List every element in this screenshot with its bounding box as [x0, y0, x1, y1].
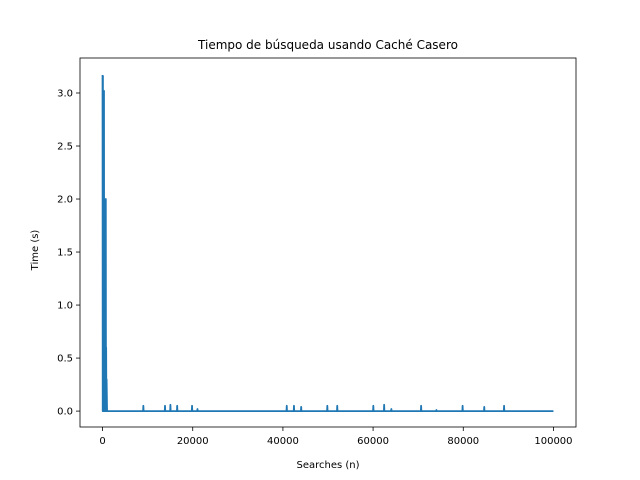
x-axis-label: Searches (n): [296, 460, 359, 471]
x-tick-label: 60000: [357, 436, 389, 447]
y-tick-label: 1.5: [57, 248, 73, 259]
y-tick-label: 1.0: [57, 301, 73, 312]
plot-area: 0 20000 40000 60000 80000 100000 0.0 0.5 1.0 1.5 2…: [57, 57, 577, 447]
chart-title: Tiempo de búsqueda usando Caché Casero: [197, 38, 458, 52]
y-tick-label: 0.5: [57, 354, 73, 365]
x-tick-label: 40000: [267, 436, 299, 447]
y-tick-label: 2.5: [57, 142, 73, 153]
axes-frame: [79, 57, 577, 428]
x-tick-label: 0: [99, 436, 105, 447]
x-tick-label: 80000: [447, 436, 479, 447]
y-tick-label: 0.0: [57, 407, 73, 418]
x-tick-label: 20000: [177, 436, 209, 447]
y-tick-label: 2.0: [57, 195, 73, 206]
y-axis-label: Time (s): [30, 230, 41, 272]
series-line: [101, 74, 554, 412]
x-tick-label: 100000: [534, 436, 572, 447]
y-tick-label: 3.0: [57, 88, 73, 99]
